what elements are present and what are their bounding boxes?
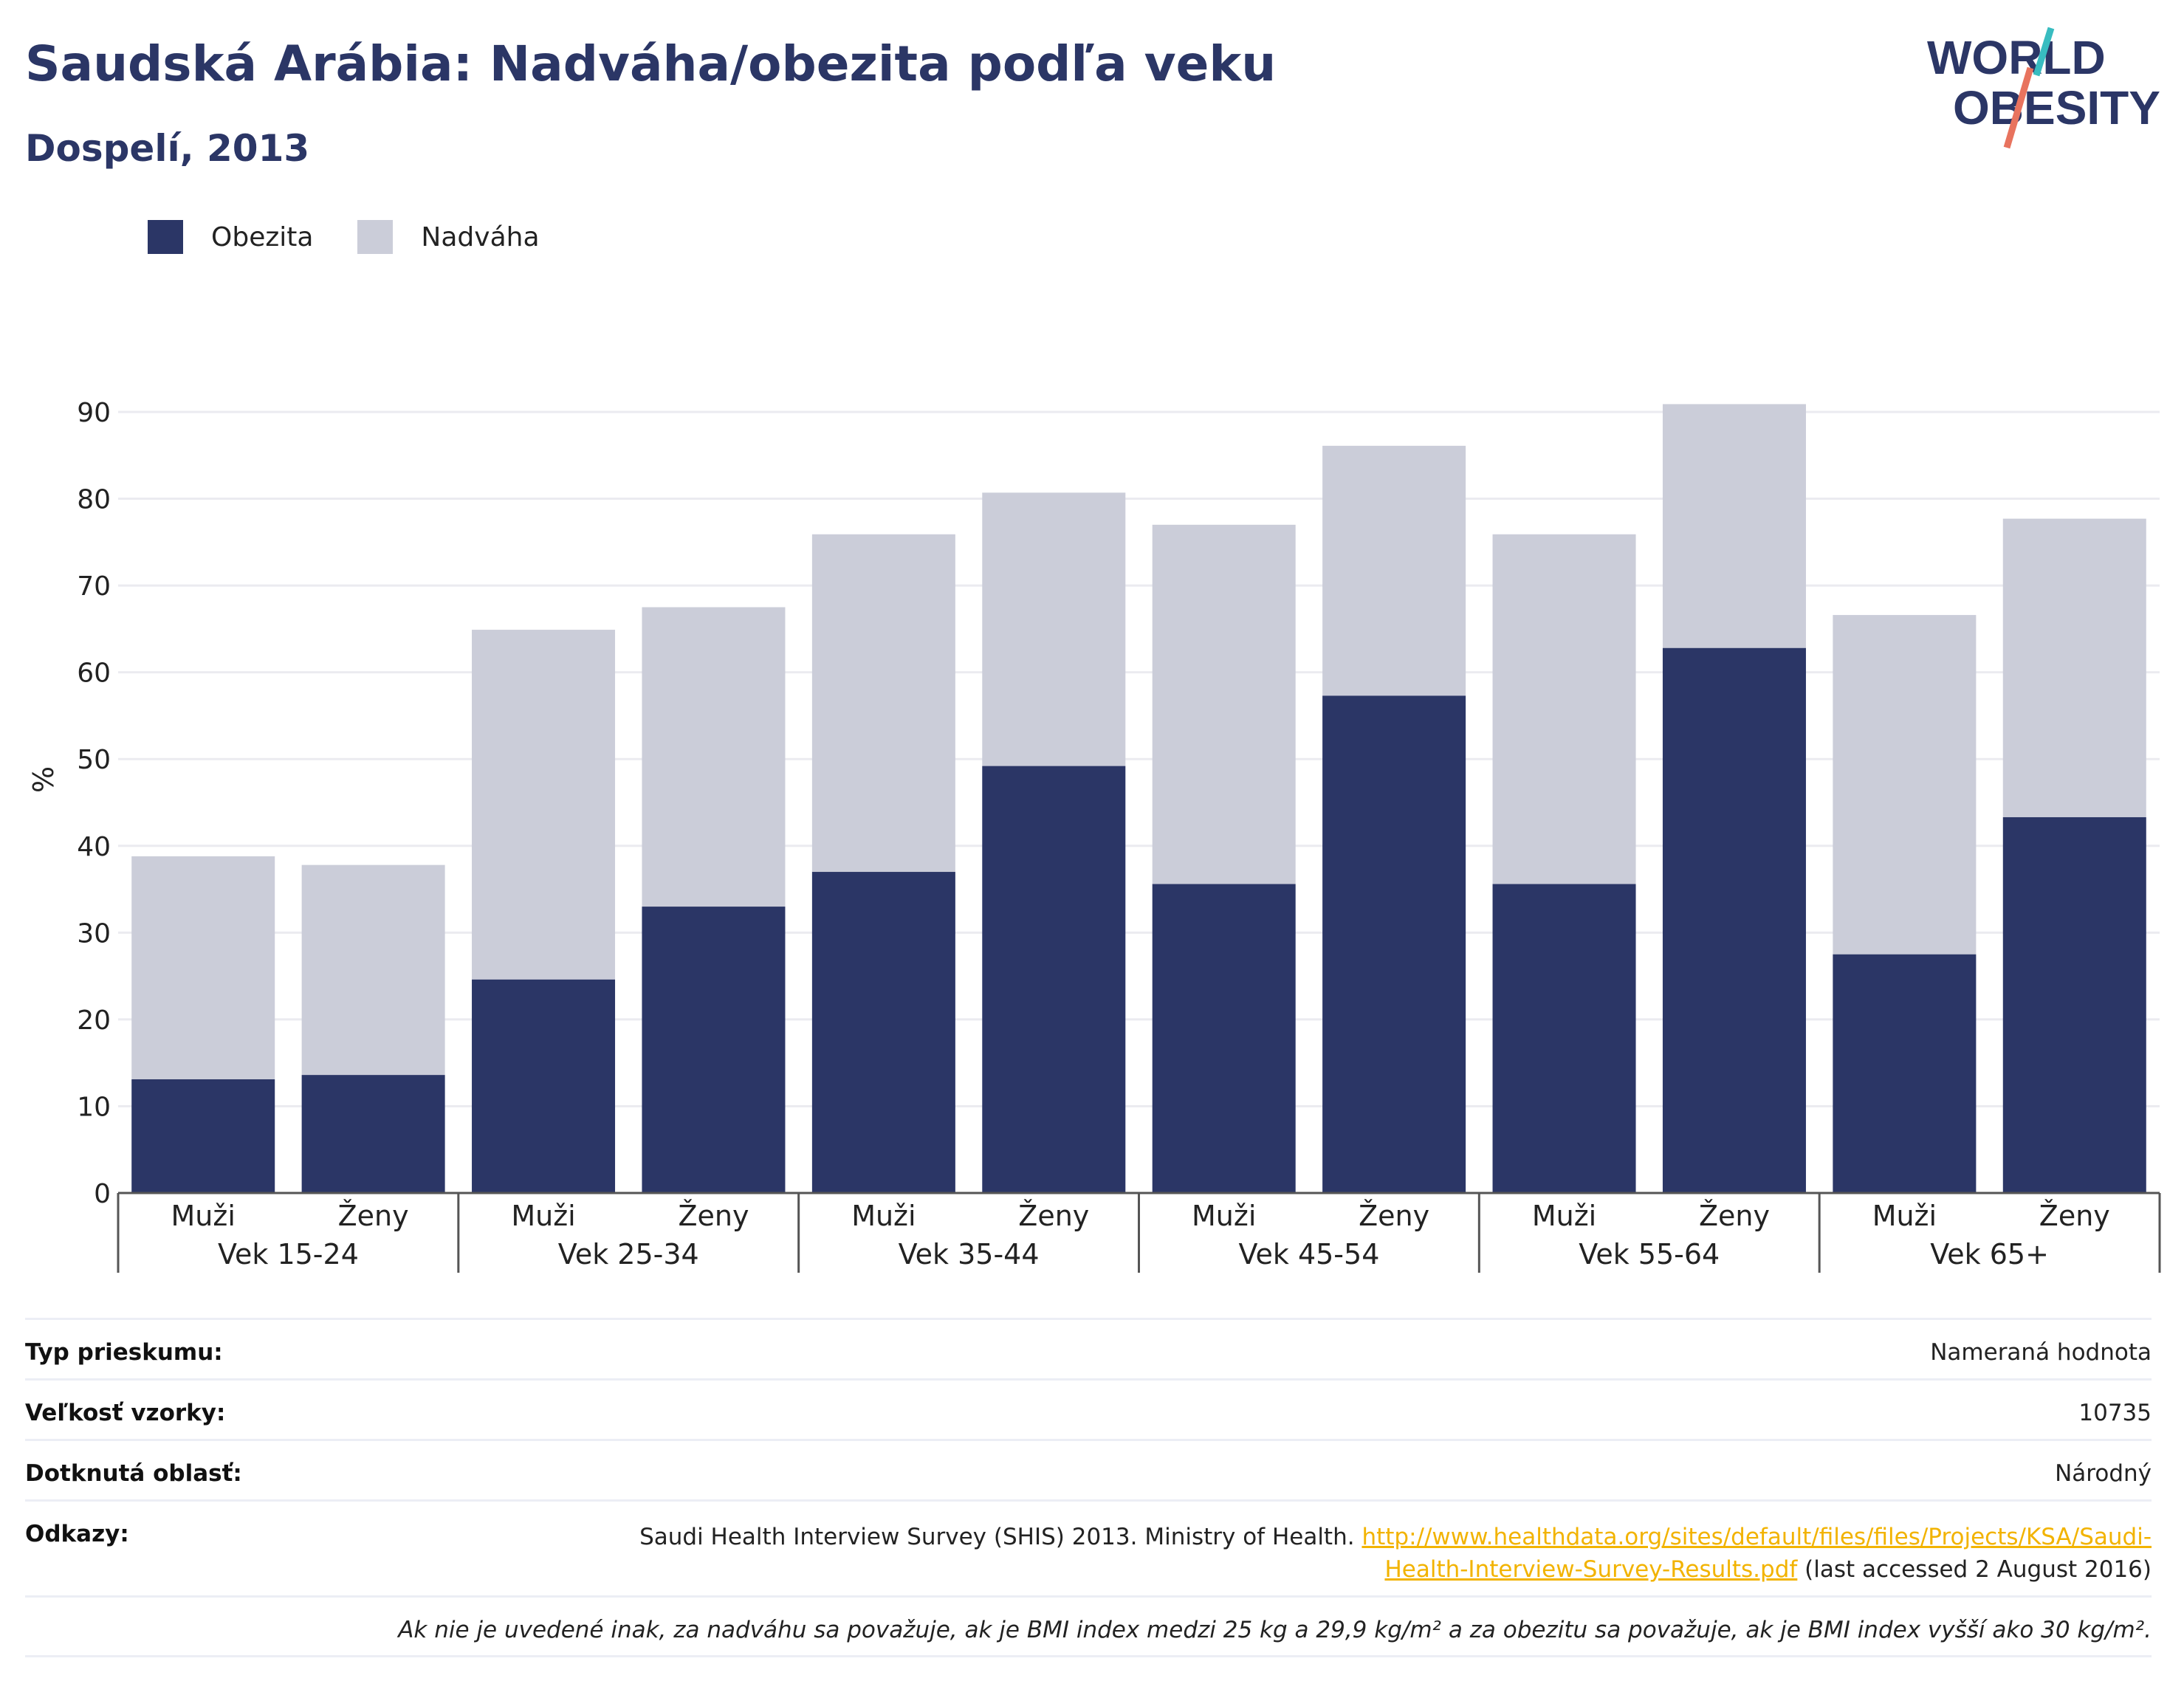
y-tick-label: 90 bbox=[77, 398, 111, 428]
x-tick-label: Muži bbox=[1192, 1200, 1256, 1232]
x-tick-label: Muži bbox=[1532, 1200, 1596, 1232]
y-tick-label: 70 bbox=[77, 571, 111, 602]
logo-line1: WORLD bbox=[1927, 31, 2106, 84]
y-tick-label: 60 bbox=[77, 659, 111, 689]
references-value: Saudi Health Interview Survey (SHIS) 201… bbox=[601, 1521, 2152, 1586]
bar-nadvaha bbox=[131, 856, 275, 1080]
bar-nadvaha bbox=[1662, 404, 1806, 648]
references-text: Saudi Health Interview Survey (SHIS) 201… bbox=[639, 1524, 1362, 1550]
bar-nadvaha bbox=[1833, 615, 1977, 955]
area-label: Dotknutá oblasť: bbox=[25, 1460, 242, 1487]
bar-nadvaha bbox=[301, 864, 445, 1076]
group-label: Vek 15-24 bbox=[218, 1238, 359, 1271]
bmi-definition-note: Ak nie je uvedené inak, za nadváhu sa po… bbox=[398, 1617, 2152, 1643]
legend-item-obezita: Obezita bbox=[148, 220, 313, 254]
bar-obezita bbox=[982, 766, 1126, 1193]
info-row-note: Ak nie je uvedené inak, za nadváhu sa po… bbox=[25, 1595, 2152, 1657]
info-row-sample-size: Veľkosť vzorky: 10735 bbox=[25, 1378, 2152, 1439]
bar-nadvaha bbox=[1322, 445, 1466, 696]
y-tick-label: 50 bbox=[77, 745, 111, 775]
bar-nadvaha bbox=[811, 534, 955, 873]
logo-slash-teal bbox=[2033, 27, 2055, 77]
y-tick-label: 80 bbox=[77, 485, 111, 515]
y-axis-label: % bbox=[27, 766, 60, 793]
x-tick-label: Muži bbox=[1872, 1200, 1937, 1232]
bar-obezita bbox=[811, 872, 955, 1193]
x-tick-label: Ženy bbox=[1359, 1200, 1429, 1232]
bar-nadvaha bbox=[982, 492, 1126, 766]
survey-type-label: Typ prieskumu: bbox=[25, 1339, 223, 1366]
y-tick-label: 40 bbox=[77, 832, 111, 862]
chart-title: Saudská Arábia: Nadváha/obezita podľa ve… bbox=[25, 35, 1277, 92]
bar-obezita bbox=[642, 907, 786, 1193]
group-label: Vek 25-34 bbox=[558, 1238, 699, 1271]
x-tick-label: Muži bbox=[171, 1200, 236, 1232]
stacked-bar-chart: 0 10 20 30 40 50 60 70 80 90% Muži Ženy Muži Ženy Muži… bbox=[27, 398, 2161, 1273]
sample-size-label: Veľkosť vzorky: bbox=[25, 1400, 226, 1426]
group-label: Vek 35-44 bbox=[899, 1238, 1040, 1271]
bar-nadvaha bbox=[472, 630, 616, 980]
legend-label-obezita: Obezita bbox=[211, 221, 314, 252]
x-tick-label: Muži bbox=[511, 1200, 575, 1232]
y-tick-label: 0 bbox=[94, 1179, 111, 1209]
info-row-survey-type: Typ prieskumu: Nameraná hodnota bbox=[25, 1318, 2152, 1378]
chart-subtitle: Dospelí, 2013 bbox=[25, 127, 310, 170]
group-label: Vek 65+ bbox=[1930, 1238, 2049, 1271]
bar-obezita bbox=[2002, 816, 2146, 1193]
bar-nadvaha bbox=[642, 607, 786, 907]
references-suffix: (last accessed 2 August 2016) bbox=[1797, 1556, 2152, 1583]
x-tick-label: Ženy bbox=[2039, 1200, 2110, 1232]
bar-obezita bbox=[1833, 954, 1977, 1193]
world-obesity-logo: WORLD OBESITY bbox=[1927, 27, 2160, 149]
y-tick-label: 10 bbox=[77, 1092, 111, 1122]
bar-obezita bbox=[131, 1079, 275, 1193]
bar-nadvaha bbox=[1152, 524, 1296, 884]
legend-label-nadvaha: Nadváha bbox=[421, 221, 540, 252]
y-tick-label: 20 bbox=[77, 1005, 111, 1036]
x-tick-label: Ženy bbox=[678, 1200, 749, 1232]
bar-obezita bbox=[472, 979, 616, 1193]
survey-info-table: Typ prieskumu: Nameraná hodnota Veľkosť … bbox=[25, 1318, 2152, 1657]
group-label: Vek 45-54 bbox=[1238, 1238, 1379, 1271]
bar-nadvaha bbox=[1492, 534, 1636, 884]
chart-legend: Obezita Nadváha bbox=[148, 220, 584, 254]
x-tick-label: Ženy bbox=[338, 1200, 409, 1232]
y-tick-label: 30 bbox=[77, 918, 111, 949]
group-label: Vek 55-64 bbox=[1579, 1238, 1720, 1271]
x-tick-label: Ženy bbox=[1018, 1200, 1089, 1232]
bar-obezita bbox=[1152, 884, 1296, 1193]
survey-type-value: Nameraná hodnota bbox=[1930, 1339, 2152, 1366]
bar-obezita bbox=[1492, 884, 1636, 1193]
references-label: Odkazy: bbox=[25, 1521, 129, 1547]
logo-slash-red bbox=[2003, 66, 2034, 149]
area-value: Národný bbox=[2055, 1460, 2152, 1487]
legend-swatch-nadvaha bbox=[357, 220, 394, 254]
legend-item-nadvaha: Nadváha bbox=[357, 220, 540, 254]
legend-swatch-obezita bbox=[148, 220, 183, 254]
bar-obezita bbox=[301, 1075, 445, 1193]
bar-obezita bbox=[1322, 695, 1466, 1193]
sample-size-value: 10735 bbox=[2078, 1400, 2152, 1426]
info-row-references: Odkazy: Saudi Health Interview Survey (S… bbox=[25, 1499, 2152, 1595]
logo-line2: OBESITY bbox=[1953, 81, 2160, 134]
bar-nadvaha bbox=[2002, 518, 2146, 817]
info-row-area: Dotknutá oblasť: Národný bbox=[25, 1439, 2152, 1499]
x-tick-label: Muži bbox=[851, 1200, 916, 1232]
bar-obezita bbox=[1662, 647, 1806, 1193]
references-link[interactable]: http://www.healthdata.org/sites/default/… bbox=[1361, 1524, 2152, 1583]
x-tick-label: Ženy bbox=[1699, 1200, 1770, 1232]
